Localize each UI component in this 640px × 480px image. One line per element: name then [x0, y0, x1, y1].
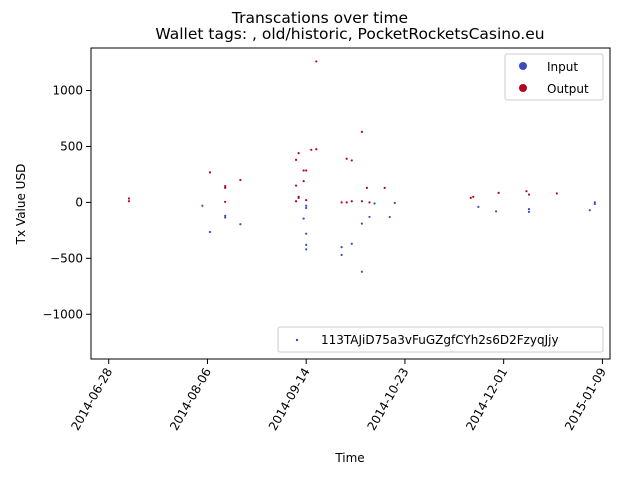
data-point-output: [310, 148, 313, 151]
data-point-output: [360, 130, 363, 134]
data-point-output: [294, 200, 298, 203]
y-axis-label: Tx Value USD: [14, 164, 28, 246]
data-point-output: [297, 195, 300, 198]
data-point-input: [588, 209, 591, 212]
data-point-input: [224, 216, 227, 219]
data-point-output: [224, 185, 227, 188]
data-point-output: [127, 200, 131, 203]
data-point-input: [494, 210, 498, 213]
data-point-input: [340, 253, 343, 257]
data-point-output: [525, 190, 528, 193]
x-tick-label: 2015-01-09: [562, 366, 609, 433]
data-point-input: [593, 201, 596, 204]
data-point-output: [472, 195, 475, 198]
legend-output-marker: [519, 84, 527, 92]
data-point-input: [305, 232, 308, 235]
data-point-input: [224, 214, 227, 217]
data-point-input: [305, 243, 308, 246]
data-point-input: [368, 215, 371, 219]
data-point-output: [350, 159, 353, 162]
data-point-input: [340, 246, 343, 249]
data-point-input: [527, 210, 531, 213]
legend-bottom: 113TAJiD75a3vFuGZgfCYh2s6D2FzyqJjy: [277, 326, 604, 353]
data-point-input: [201, 204, 204, 207]
data-point-input: [305, 204, 308, 207]
x-axis-ticks: 2014-06-28 2014-08-06 2014-09-14 2014-10-23…: [68, 359, 609, 433]
data-point-input: [350, 242, 353, 245]
data-point-output: [239, 178, 242, 182]
y-tick-label: −1000: [42, 307, 83, 321]
data-point-output: [315, 148, 318, 151]
data-point-output: [345, 157, 348, 160]
legend-wallet-label: 113TAJiD75a3vFuGZgfCYh2s6D2FzyqJjy: [321, 333, 559, 347]
data-point-output: [469, 196, 472, 200]
legend-input-label: Input: [547, 60, 578, 74]
data-point-output: [224, 200, 227, 203]
data-point-output: [365, 186, 369, 189]
data-point-output: [297, 152, 300, 155]
chart-subtitle: Wallet tags: , old/historic, PocketRocke…: [155, 25, 544, 43]
x-tick-label: 2014-12-01: [463, 366, 510, 433]
data-point-output: [208, 171, 212, 174]
data-point-output: [294, 158, 298, 161]
data-points: [127, 60, 596, 273]
x-tick-label: 2014-08-06: [167, 366, 214, 433]
y-tick-label: 0: [75, 195, 83, 209]
data-point-output: [368, 201, 371, 204]
data-point-output: [305, 169, 308, 172]
data-point-output: [360, 200, 363, 203]
legend-input-marker: [519, 62, 527, 70]
data-point-input: [477, 205, 480, 208]
data-point-output: [302, 169, 305, 172]
data-point-output: [555, 192, 558, 195]
legend-top-frame: [504, 53, 604, 101]
data-point-output: [302, 180, 305, 183]
data-point-input: [388, 215, 391, 219]
data-point-input: [360, 222, 363, 225]
data-point-input: [393, 201, 396, 205]
x-tick-label: 2014-10-23: [365, 366, 412, 433]
data-point-input: [593, 202, 596, 206]
x-tick-label: 2014-06-28: [68, 366, 115, 433]
data-point-output: [224, 186, 227, 189]
data-point-input: [373, 202, 376, 205]
data-point-output: [340, 201, 343, 204]
chart-title: Transcations over time: [231, 9, 408, 27]
data-point-output: [527, 193, 531, 196]
y-tick-label: −500: [50, 251, 83, 265]
y-axis-ticks: −1000 −500 0 500 1000: [42, 84, 91, 321]
data-point-input: [360, 270, 363, 273]
data-point-output: [294, 184, 298, 187]
plot-area: [90, 47, 611, 360]
data-point-output: [383, 186, 386, 189]
data-point-input: [302, 217, 305, 220]
data-point-output: [345, 201, 348, 204]
legend-top: Input Output: [504, 53, 604, 101]
legend-output-label: Output: [547, 82, 589, 96]
data-point-output: [350, 200, 353, 203]
data-point-input: [239, 223, 242, 226]
x-axis-label: Time: [334, 451, 364, 465]
legend-wallet-marker: [295, 338, 299, 342]
data-point-output: [497, 191, 500, 194]
data-point-input: [527, 207, 531, 211]
data-point-input: [305, 206, 308, 210]
y-tick-label: 500: [60, 139, 83, 153]
x-tick-label: 2014-09-14: [266, 366, 313, 433]
legend-bottom-frame: [277, 326, 604, 353]
data-point-output: [305, 199, 308, 202]
y-tick-label: 1000: [52, 84, 83, 98]
data-point-output: [315, 60, 318, 63]
data-point-input: [208, 230, 212, 234]
data-point-output: [127, 197, 131, 200]
data-point-input: [305, 248, 308, 251]
